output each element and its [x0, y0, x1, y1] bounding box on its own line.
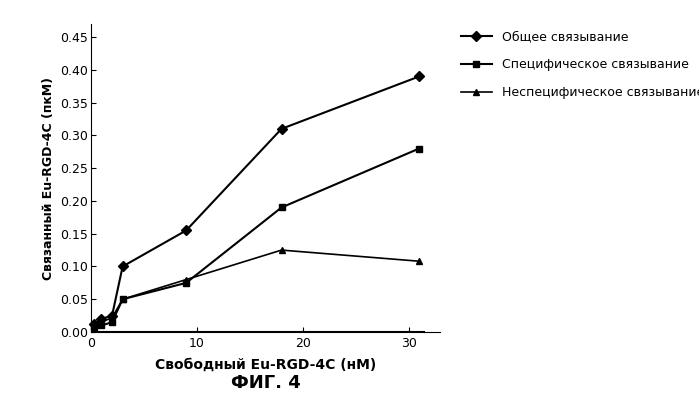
Общее связывание — [182, 228, 190, 233]
Неспецифическое связывание — [108, 315, 116, 320]
Общее связывание — [118, 264, 127, 269]
Неспецифическое связывание — [90, 323, 99, 328]
Y-axis label: Связанный Eu-RGD-4C (пкМ): Связанный Eu-RGD-4C (пкМ) — [41, 76, 55, 280]
Неспецифическое связывание — [118, 297, 127, 302]
Неспецифическое связывание — [278, 248, 286, 252]
Общее связывание — [415, 74, 424, 79]
Legend: Общее связывание, Специфическое связывание, Неспецифическое связывание: Общее связывание, Специфическое связыван… — [461, 30, 699, 99]
Специфическое связывание — [182, 280, 190, 285]
Неспецифическое связывание — [182, 277, 190, 282]
Специфическое связывание — [97, 323, 106, 328]
X-axis label: Свободный Eu-RGD-4C (нМ): Свободный Eu-RGD-4C (нМ) — [155, 358, 376, 372]
Специфическое связывание — [118, 297, 127, 302]
Общее связывание — [90, 322, 99, 326]
Line: Неспецифическое связывание: Неспецифическое связывание — [91, 247, 423, 329]
Общее связывание — [108, 313, 116, 318]
Специфическое связывание — [278, 205, 286, 210]
Специфическое связывание — [108, 320, 116, 324]
Специфическое связывание — [90, 325, 99, 330]
Line: Специфическое связывание: Специфическое связывание — [91, 145, 423, 331]
Line: Общее связывание: Общее связывание — [91, 73, 423, 328]
Общее связывание — [97, 316, 106, 321]
Text: ФИГ. 4: ФИГ. 4 — [231, 374, 301, 392]
Неспецифическое связывание — [97, 320, 106, 324]
Общее связывание — [278, 126, 286, 131]
Неспецифическое связывание — [415, 259, 424, 264]
Специфическое связывание — [415, 146, 424, 151]
